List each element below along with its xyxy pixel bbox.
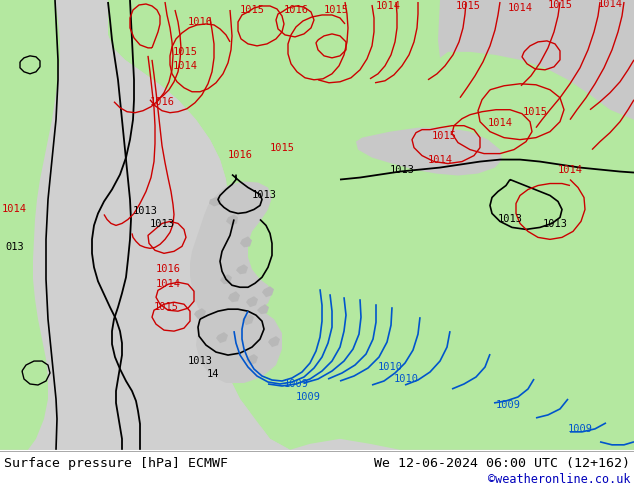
Bar — [0, 451, 634, 452]
Text: 1015: 1015 — [522, 107, 548, 117]
Text: 1016: 1016 — [283, 5, 309, 15]
Polygon shape — [194, 308, 206, 319]
Text: 1015: 1015 — [153, 302, 179, 312]
Text: 1014: 1014 — [155, 279, 181, 289]
Text: 1013: 1013 — [389, 165, 415, 174]
Text: 1009: 1009 — [567, 424, 593, 434]
Text: 1016: 1016 — [228, 149, 252, 160]
Text: 1013: 1013 — [150, 220, 174, 229]
Text: 1009: 1009 — [295, 392, 321, 402]
Polygon shape — [216, 332, 228, 343]
Text: 1010: 1010 — [377, 362, 403, 372]
Polygon shape — [246, 296, 258, 307]
Text: 1013: 1013 — [188, 356, 212, 366]
Polygon shape — [262, 286, 274, 297]
Text: ©weatheronline.co.uk: ©weatheronline.co.uk — [488, 473, 630, 487]
Text: 1015: 1015 — [455, 1, 481, 11]
Text: Surface pressure [hPa] ECMWF: Surface pressure [hPa] ECMWF — [4, 457, 228, 470]
Polygon shape — [246, 354, 258, 365]
Text: 013: 013 — [5, 243, 23, 252]
Text: 1015: 1015 — [172, 47, 198, 57]
Polygon shape — [438, 0, 634, 120]
Polygon shape — [242, 314, 254, 325]
Text: 14: 14 — [207, 369, 219, 379]
Text: 1015: 1015 — [548, 0, 573, 10]
Text: 1014: 1014 — [507, 3, 533, 13]
Polygon shape — [240, 236, 252, 247]
Text: 1014: 1014 — [2, 204, 27, 215]
Text: 1009: 1009 — [283, 379, 309, 389]
Polygon shape — [228, 291, 240, 302]
Text: 1014: 1014 — [172, 61, 198, 71]
Text: 1014: 1014 — [427, 154, 453, 165]
Polygon shape — [248, 403, 304, 429]
Polygon shape — [209, 196, 222, 206]
Polygon shape — [220, 274, 232, 284]
Text: We 12-06-2024 06:00 UTC (12+162): We 12-06-2024 06:00 UTC (12+162) — [374, 457, 630, 470]
Text: 1016: 1016 — [150, 97, 174, 107]
Polygon shape — [54, 0, 290, 450]
Text: 1016: 1016 — [188, 17, 212, 27]
Polygon shape — [196, 304, 282, 383]
Text: 1014: 1014 — [597, 0, 623, 9]
Text: 1015: 1015 — [269, 143, 295, 152]
Polygon shape — [108, 0, 634, 450]
Text: 1013: 1013 — [252, 191, 276, 200]
Text: 1015: 1015 — [240, 5, 264, 15]
Polygon shape — [226, 215, 238, 225]
Polygon shape — [356, 128, 502, 175]
Text: 1013: 1013 — [543, 220, 567, 229]
Polygon shape — [236, 264, 248, 274]
Text: 1013: 1013 — [498, 215, 522, 224]
Text: 1014: 1014 — [375, 1, 401, 11]
Text: 1014: 1014 — [557, 165, 583, 174]
Text: 1014: 1014 — [488, 118, 512, 128]
Polygon shape — [268, 336, 280, 347]
Text: 1009: 1009 — [496, 400, 521, 410]
Text: 1016: 1016 — [155, 264, 181, 274]
Polygon shape — [0, 0, 60, 450]
Text: 1013: 1013 — [133, 206, 157, 217]
Polygon shape — [190, 181, 272, 323]
Text: 1015: 1015 — [323, 5, 349, 15]
Text: 1010: 1010 — [394, 374, 418, 384]
Polygon shape — [257, 304, 269, 314]
Text: 1015: 1015 — [432, 131, 456, 141]
